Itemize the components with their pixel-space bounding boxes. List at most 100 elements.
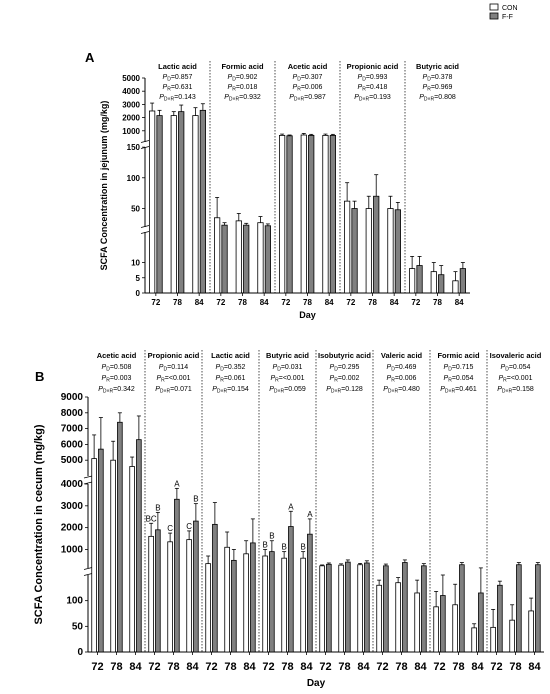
panel-label: A [85,50,95,65]
bar-con [170,115,177,294]
day-tick-label: 72 [262,661,274,673]
axis-break-gap [84,477,546,483]
day-tick-label: 78 [110,661,122,673]
bar-ff [383,565,389,653]
p-value-d: PD=0.508 [102,364,132,373]
day-tick-label: 72 [91,661,103,673]
bar-ff [231,559,237,653]
bar-ff [243,224,250,294]
y-tick-label: 5000 [61,455,84,466]
group-title: Lactic acid [211,351,250,360]
y-tick-label: 10 [131,259,140,268]
p-value-r: PR=0.018 [228,84,258,93]
group-title: Propionic acid [148,351,200,360]
p-value-d: PD=0.378 [423,74,453,83]
p-value-dr: PD×R=0.461 [440,386,477,395]
bar-con [395,582,401,653]
y-tick-label: 150 [127,143,141,152]
bar-con [344,200,351,294]
bar-con [387,208,394,294]
bar-con [148,535,154,653]
p-value-dr: PD×R=0.193 [354,94,391,103]
bar-ff [459,564,465,653]
p-value-r: PR=0.418 [358,84,388,93]
bar-ff [199,109,206,294]
day-tick-label: 78 [509,661,521,673]
bar-con [300,557,306,653]
bar-ff [459,268,466,294]
bar-con [129,466,135,653]
panel-a: A 0 5 10 50 100 150 1000 2000 3000 4000 5000 SCFA Co… [85,50,472,320]
axis-break-mark [140,146,150,149]
day-tick-label: 84 [325,298,334,307]
bar-ff [286,135,293,294]
y-tick-label: 7000 [61,424,84,435]
bar-ff [178,111,185,294]
group-title: Isovaleric acid [490,351,542,360]
bar-ff [307,533,313,653]
day-tick-label: 78 [338,661,350,673]
day-tick-label: 72 [216,298,225,307]
bar-con [192,115,199,294]
bar-con [91,458,97,653]
legend-label-con: CON [502,5,518,12]
p-value-d: PD=0.857 [163,74,193,83]
significance-letter: A [307,510,313,519]
y-tick-label: 9000 [61,392,84,403]
panel-label: B [35,369,44,384]
bar-ff [421,565,427,653]
y-tick-label: 2000 [61,523,84,534]
y-tick-label: 0 [77,647,83,658]
p-value-dr: PD×R=0.154 [212,386,249,395]
bar-con [205,563,211,653]
bar-ff [373,195,380,294]
legend-swatch-con [489,3,499,11]
bar-ff [155,529,161,653]
p-value-dr: PD×R=0.480 [383,386,420,395]
y-tick-label: 100 [66,596,83,607]
day-tick-label: 72 [376,661,388,673]
day-tick-label: 72 [205,661,217,673]
axis-break-mark [83,573,93,576]
p-value-r: PR=0.002 [330,375,360,384]
y-tick-label: 3000 [122,100,140,109]
y-tick-label: 0 [136,289,141,298]
p-value-d: PD=0.352 [216,364,246,373]
bar-con [365,208,372,294]
day-tick-label: 78 [224,661,236,673]
day-tick-label: 78 [281,661,293,673]
p-value-d: PD=0.295 [330,364,360,373]
bar-ff [535,564,541,653]
bar-con [528,610,534,653]
bar-ff [326,563,332,653]
significance-letter: C [186,522,192,531]
p-value-d: PD=0.469 [387,364,417,373]
day-tick-label: 78 [167,661,179,673]
day-tick-label: 84 [300,661,313,673]
bar-ff [497,584,503,653]
day-tick-label: 78 [238,298,247,307]
y-tick-label: 4000 [122,87,140,96]
y-tick-label: 50 [131,205,140,214]
bar-con [430,271,437,294]
bar-con [281,557,287,653]
bar-con [452,280,459,294]
bar-con [243,553,249,653]
day-tick-label: 72 [281,298,290,307]
day-tick-label: 84 [243,661,256,673]
bar-ff [221,224,228,294]
day-tick-label: 72 [433,661,445,673]
legend-label-ff: F-F [502,14,513,21]
bar-con [338,564,344,653]
y-tick-label: 100 [127,174,141,183]
significance-letter: B [281,543,286,552]
axis-break-mark [140,225,150,228]
bar-con [471,627,477,653]
p-value-dr: PD×R=0.342 [98,386,135,395]
p-value-d: PD=0.902 [228,74,258,83]
bar-con [167,541,173,653]
group-title: Acetic acid [288,62,328,71]
axis-break-mark [83,567,93,570]
axis-break-mark [83,481,93,485]
